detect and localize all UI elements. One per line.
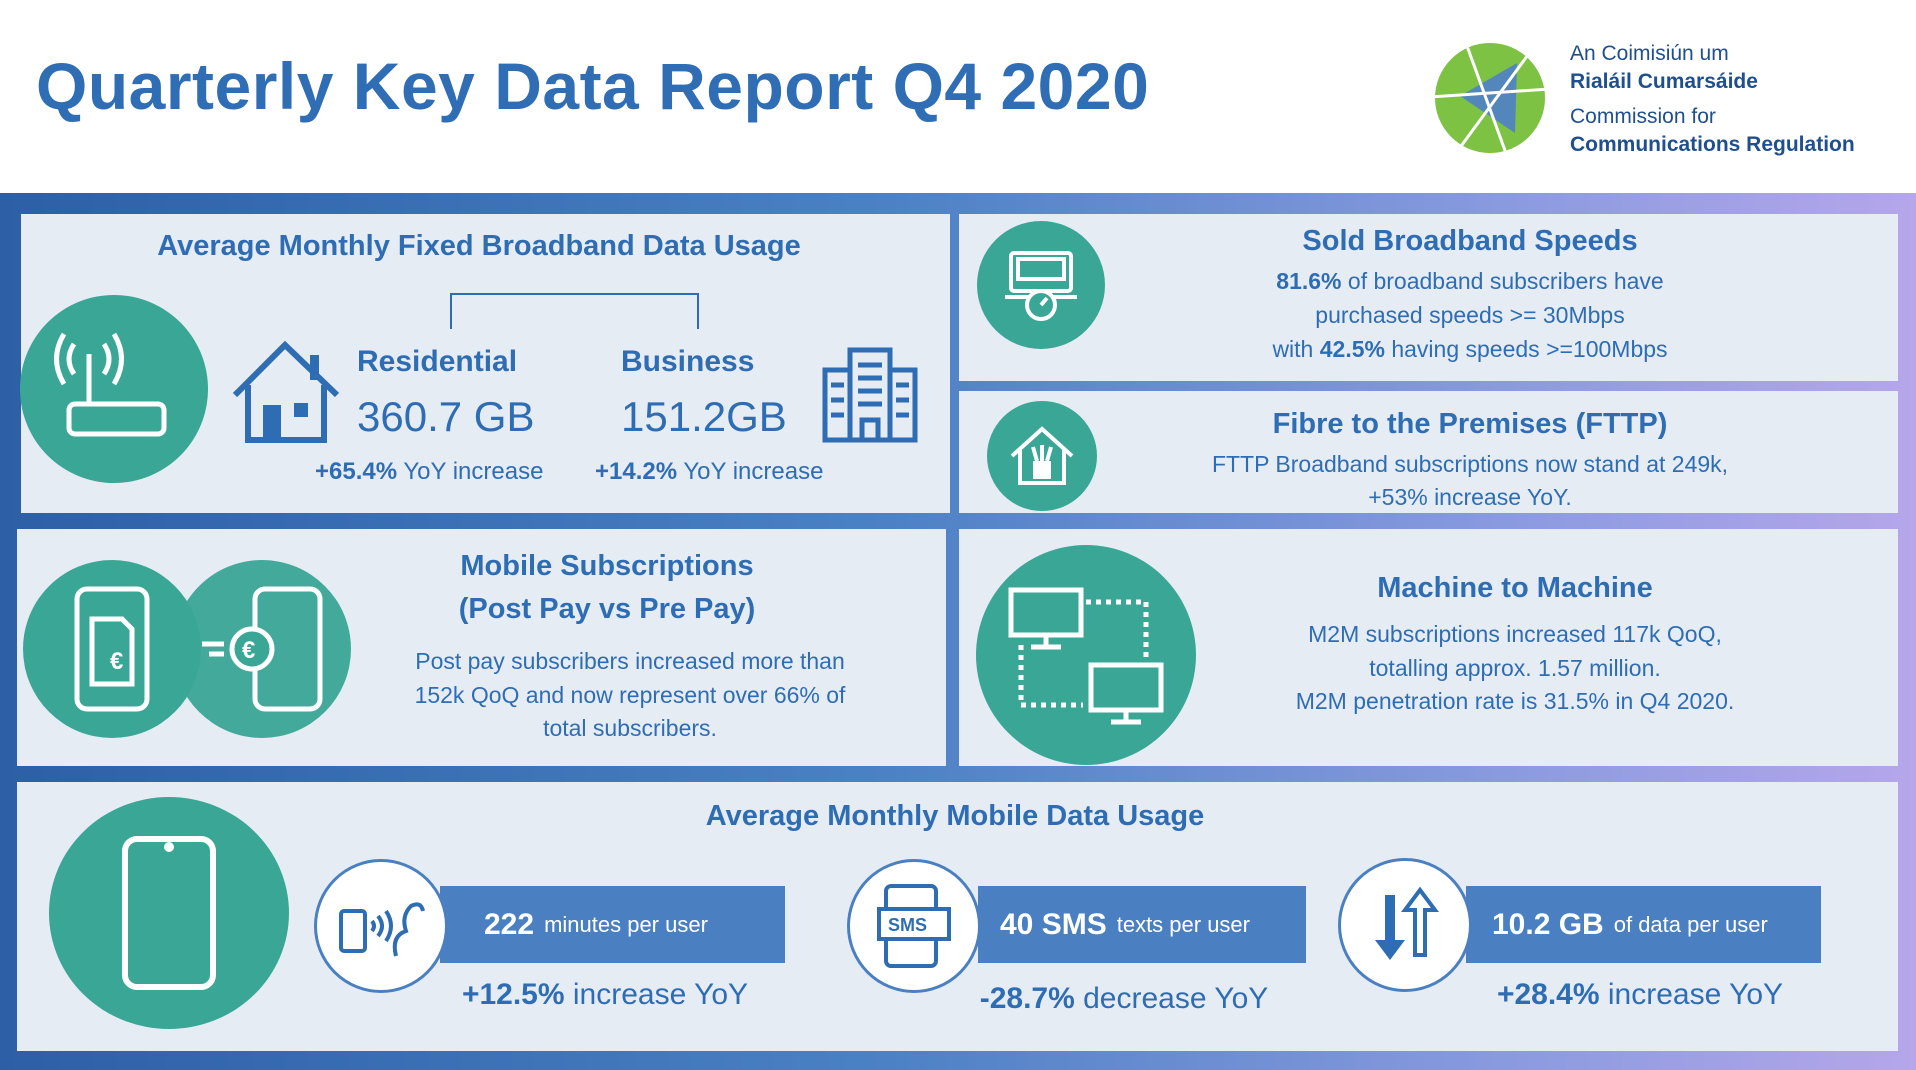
m2m-title: Machine to Machine [1377,572,1653,604]
fixed-broadband-title: Average Monthly Fixed Broadband Data Usa… [157,230,801,262]
data-usage-value: 10.2 GB [1492,907,1604,941]
fttp-line-1: FTTP Broadband subscriptions now stand a… [1211,451,1729,477]
data-usage-change: +28.4% increase YoY [1497,978,1783,1012]
sold-speeds-line-2: purchased speeds >= 30Mbps [1315,302,1625,328]
sms-bar: 40 SMS texts per user [978,886,1306,963]
mobile-subscriptions-line-3: total subscribers. [543,715,717,741]
phone-euro-icon: € [173,560,351,738]
voice-minutes-unit: minutes per user [544,911,708,937]
residential-change-value: +65.4% [315,458,398,485]
sold-speeds-panel [959,214,1898,381]
office-building-icon [822,347,918,443]
mobile-subscriptions-line-1: Post pay subscribers increased more than [415,648,845,674]
logo-line-2: Rialáil Cumarsáide [1570,70,1758,93]
sold-speeds-line-3: with 42.5% having speeds >=100Mbps [1272,332,1667,366]
sms-value: 40 SMS [1000,907,1107,941]
sms-change: -28.7% decrease YoY [980,982,1269,1016]
business-change: +14.2% YoY increase [595,458,823,486]
voice-minutes-change-value: +12.5% [461,978,565,1011]
connected-monitors-icon [976,545,1196,765]
svg-text:€: € [242,637,255,664]
data-usage-change-value: +28.4% [1496,978,1600,1011]
phone-voice-icon [314,859,448,993]
residential-change: +65.4% YoY increase [315,458,543,486]
header: Quarterly Key Data Report Q4 2020 An Coi… [0,0,1916,193]
voice-minutes-change-text: increase YoY [564,978,749,1011]
sold-speeds-30mbps-share: 81.6% [1276,268,1342,294]
svg-text:€: € [110,648,123,675]
sms-unit: texts per user [1116,911,1250,937]
sms-change-text: decrease YoY [1074,982,1269,1015]
smartphone-icon [49,797,289,1029]
sms-change-value: -28.7% [979,982,1075,1015]
mobile-data-title: Average Monthly Mobile Data Usage [705,800,1205,832]
svg-text:SMS: SMS [888,915,927,935]
mobile-subscriptions-title-2: (Post Pay vs Pre Pay) [458,593,756,625]
page-title: Quarterly Key Data Report Q4 2020 [36,49,1150,123]
fttp-line-2: +53% increase YoY. [1368,484,1572,510]
m2m-line-2: totalling approx. 1.57 million. [1369,655,1661,681]
business-change-value: +14.2% [595,458,678,485]
sms-icon: SMS [847,859,981,993]
comreg-logo-icon [1414,12,1566,179]
business-label: Business [621,345,755,378]
residential-label: Residential [357,345,518,378]
mobile-subscriptions-line-2: 152k QoQ and now represent over 66% of [414,682,846,708]
voice-minutes-value: 222 [484,907,535,941]
laptop-speedometer-icon [977,221,1105,349]
m2m-line-1: M2M subscriptions increased 117k QoQ, [1308,621,1722,647]
residential-change-text: YoY increase [397,458,544,485]
voice-minutes-change: +12.5% increase YoY [462,978,748,1012]
logo-line-4: Communications Regulation [1570,133,1855,156]
house-icon [232,340,340,443]
m2m-line-3: M2M penetration rate is 31.5% in Q4 2020… [1295,688,1735,714]
house-fibre-icon [987,401,1097,511]
logo-line-1: An Coimisiún um [1570,42,1729,65]
fttp-title: Fibre to the Premises (FTTP) [1272,408,1668,440]
bracket-connector [450,293,699,329]
business-change-text: YoY increase [677,458,824,485]
data-usage-unit: of data per user [1613,911,1768,937]
voice-minutes-bar: 222 minutes per user [440,886,785,963]
sold-speeds-line-3-pre: with [1272,336,1320,362]
comreg-logo: An Coimisiún um Rialáil Cumarsáide Commi… [1405,8,1905,183]
sold-speeds-line-1: 81.6% of broadband subscribers have [1276,264,1663,298]
business-value: 151.2GB [621,393,787,440]
sold-speeds-line-3-text: having speeds >=100Mbps [1384,336,1668,362]
data-usage-change-text: increase YoY [1599,978,1784,1011]
router-icon [20,295,208,483]
logo-line-3: Commission for [1570,105,1716,128]
sold-speeds-100mbps-share: 42.5% [1319,336,1385,362]
download-upload-arrows-icon [1338,858,1472,992]
sold-speeds-title: Sold Broadband Speeds [1302,225,1638,257]
residential-value: 360.7 GB [357,393,535,440]
sold-speeds-line-1-text: of broadband subscribers have [1341,268,1664,294]
data-usage-bar: 10.2 GB of data per user [1466,886,1821,963]
fttp-panel [959,391,1898,513]
phone-bill-icon: € [23,560,201,738]
mobile-subscriptions-title-1: Mobile Subscriptions [460,550,754,582]
